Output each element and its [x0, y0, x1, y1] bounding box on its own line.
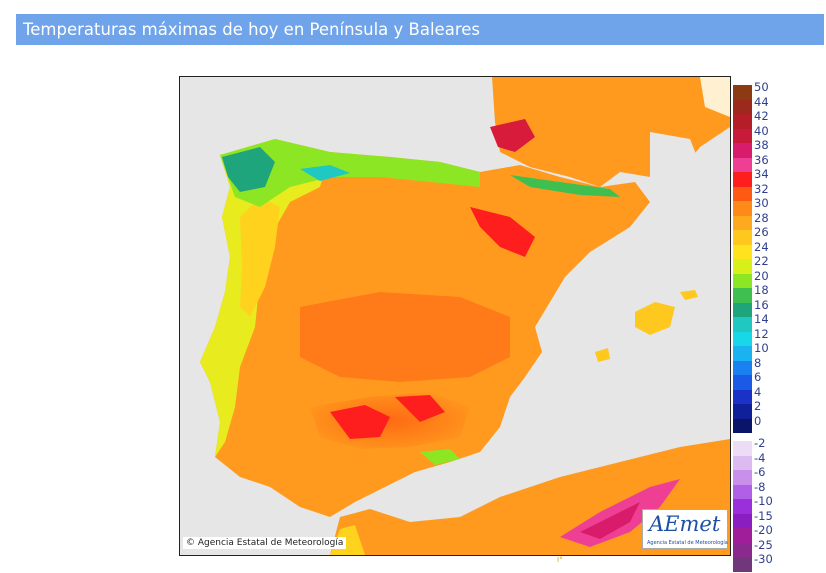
legend-swatch [733, 455, 752, 470]
legend-swatch [733, 513, 752, 528]
legend-label: 8 [754, 355, 762, 370]
title-bar: Temperaturas máximas de hoy en Península… [16, 14, 824, 45]
legend-label: -2 [754, 436, 766, 450]
legend-label: 22 [754, 254, 769, 268]
legend-swatch [733, 99, 752, 114]
legend-swatch [733, 484, 752, 499]
legend-label: 4 [754, 384, 762, 399]
legend-swatch [733, 114, 752, 129]
legend-label: 40 [754, 123, 769, 138]
legend-label: 16 [754, 297, 769, 312]
temperature-legend [733, 85, 753, 572]
temperature-map: © Agencia Estatal de Meteorología AEmet … [179, 76, 731, 556]
legend-label: 30 [754, 196, 769, 210]
legend-swatch [733, 172, 752, 187]
legend-swatch [733, 244, 752, 259]
legend-label: -20 [754, 523, 773, 537]
legend-swatch [733, 230, 752, 245]
legend-swatch [733, 85, 752, 100]
legend-swatch [733, 389, 752, 404]
legend-label: 6 [754, 370, 762, 384]
legend-label: 28 [754, 210, 769, 225]
legend-swatch [733, 542, 752, 557]
legend-label: 26 [754, 225, 769, 239]
legend-label: 12 [754, 326, 769, 341]
legend-swatch [733, 375, 752, 390]
legend-swatch [733, 259, 752, 274]
legend-label: 50 [754, 80, 769, 94]
legend-swatch [733, 273, 752, 288]
legend-label: 24 [754, 239, 769, 254]
legend-swatch [733, 346, 752, 361]
legend-label: 2 [754, 399, 762, 413]
legend-swatch [733, 360, 752, 375]
map-image [180, 77, 730, 555]
legend-swatch [733, 201, 752, 216]
legend-label: 42 [754, 109, 769, 123]
legend-label: 0 [754, 413, 762, 428]
legend-label: 14 [754, 312, 769, 326]
legend-label: 36 [754, 152, 769, 167]
footnote-mark: I° [557, 556, 563, 564]
legend-label: -25 [754, 537, 773, 552]
legend-swatch [733, 302, 752, 317]
legend-swatch [733, 288, 752, 303]
legend-label: -6 [754, 465, 766, 479]
legend-swatch [733, 499, 752, 514]
mallorca-island [635, 302, 675, 335]
legend-swatch [733, 317, 752, 332]
legend-swatch [733, 404, 752, 419]
legend-swatch [733, 470, 752, 485]
legend-swatch [733, 143, 752, 158]
legend-label: 10 [754, 341, 769, 355]
legend-swatch [733, 528, 752, 543]
legend-swatch [733, 157, 752, 172]
legend-label: -8 [754, 479, 766, 494]
legend-swatch [733, 215, 752, 230]
legend-label: 38 [754, 138, 769, 152]
legend-label: -4 [754, 450, 766, 465]
legend-label: -30 [754, 552, 773, 566]
legend-label: 32 [754, 181, 769, 196]
legend-swatch [733, 331, 752, 346]
aemet-logo: AEmet Agencia Estatal de Meteorología [642, 509, 728, 549]
logo-wordmark: AEmet [649, 512, 721, 536]
logo-subtitle: Agencia Estatal de Meteorología [647, 540, 728, 546]
legend-label: 20 [754, 268, 769, 283]
legend-label: 34 [754, 167, 769, 181]
legend-label: -15 [754, 508, 773, 523]
page-title: Temperaturas máximas de hoy en Península… [23, 20, 480, 39]
copyright-label: © Agencia Estatal de Meteorología [183, 537, 347, 549]
legend-swatch [733, 418, 752, 433]
legend-swatch [733, 441, 752, 456]
legend-label: -10 [754, 494, 773, 508]
legend-label: 18 [754, 283, 769, 297]
legend-swatch [733, 557, 752, 572]
legend-swatch [733, 186, 752, 201]
legend-swatch [733, 128, 752, 143]
legend-label: 44 [754, 94, 769, 109]
